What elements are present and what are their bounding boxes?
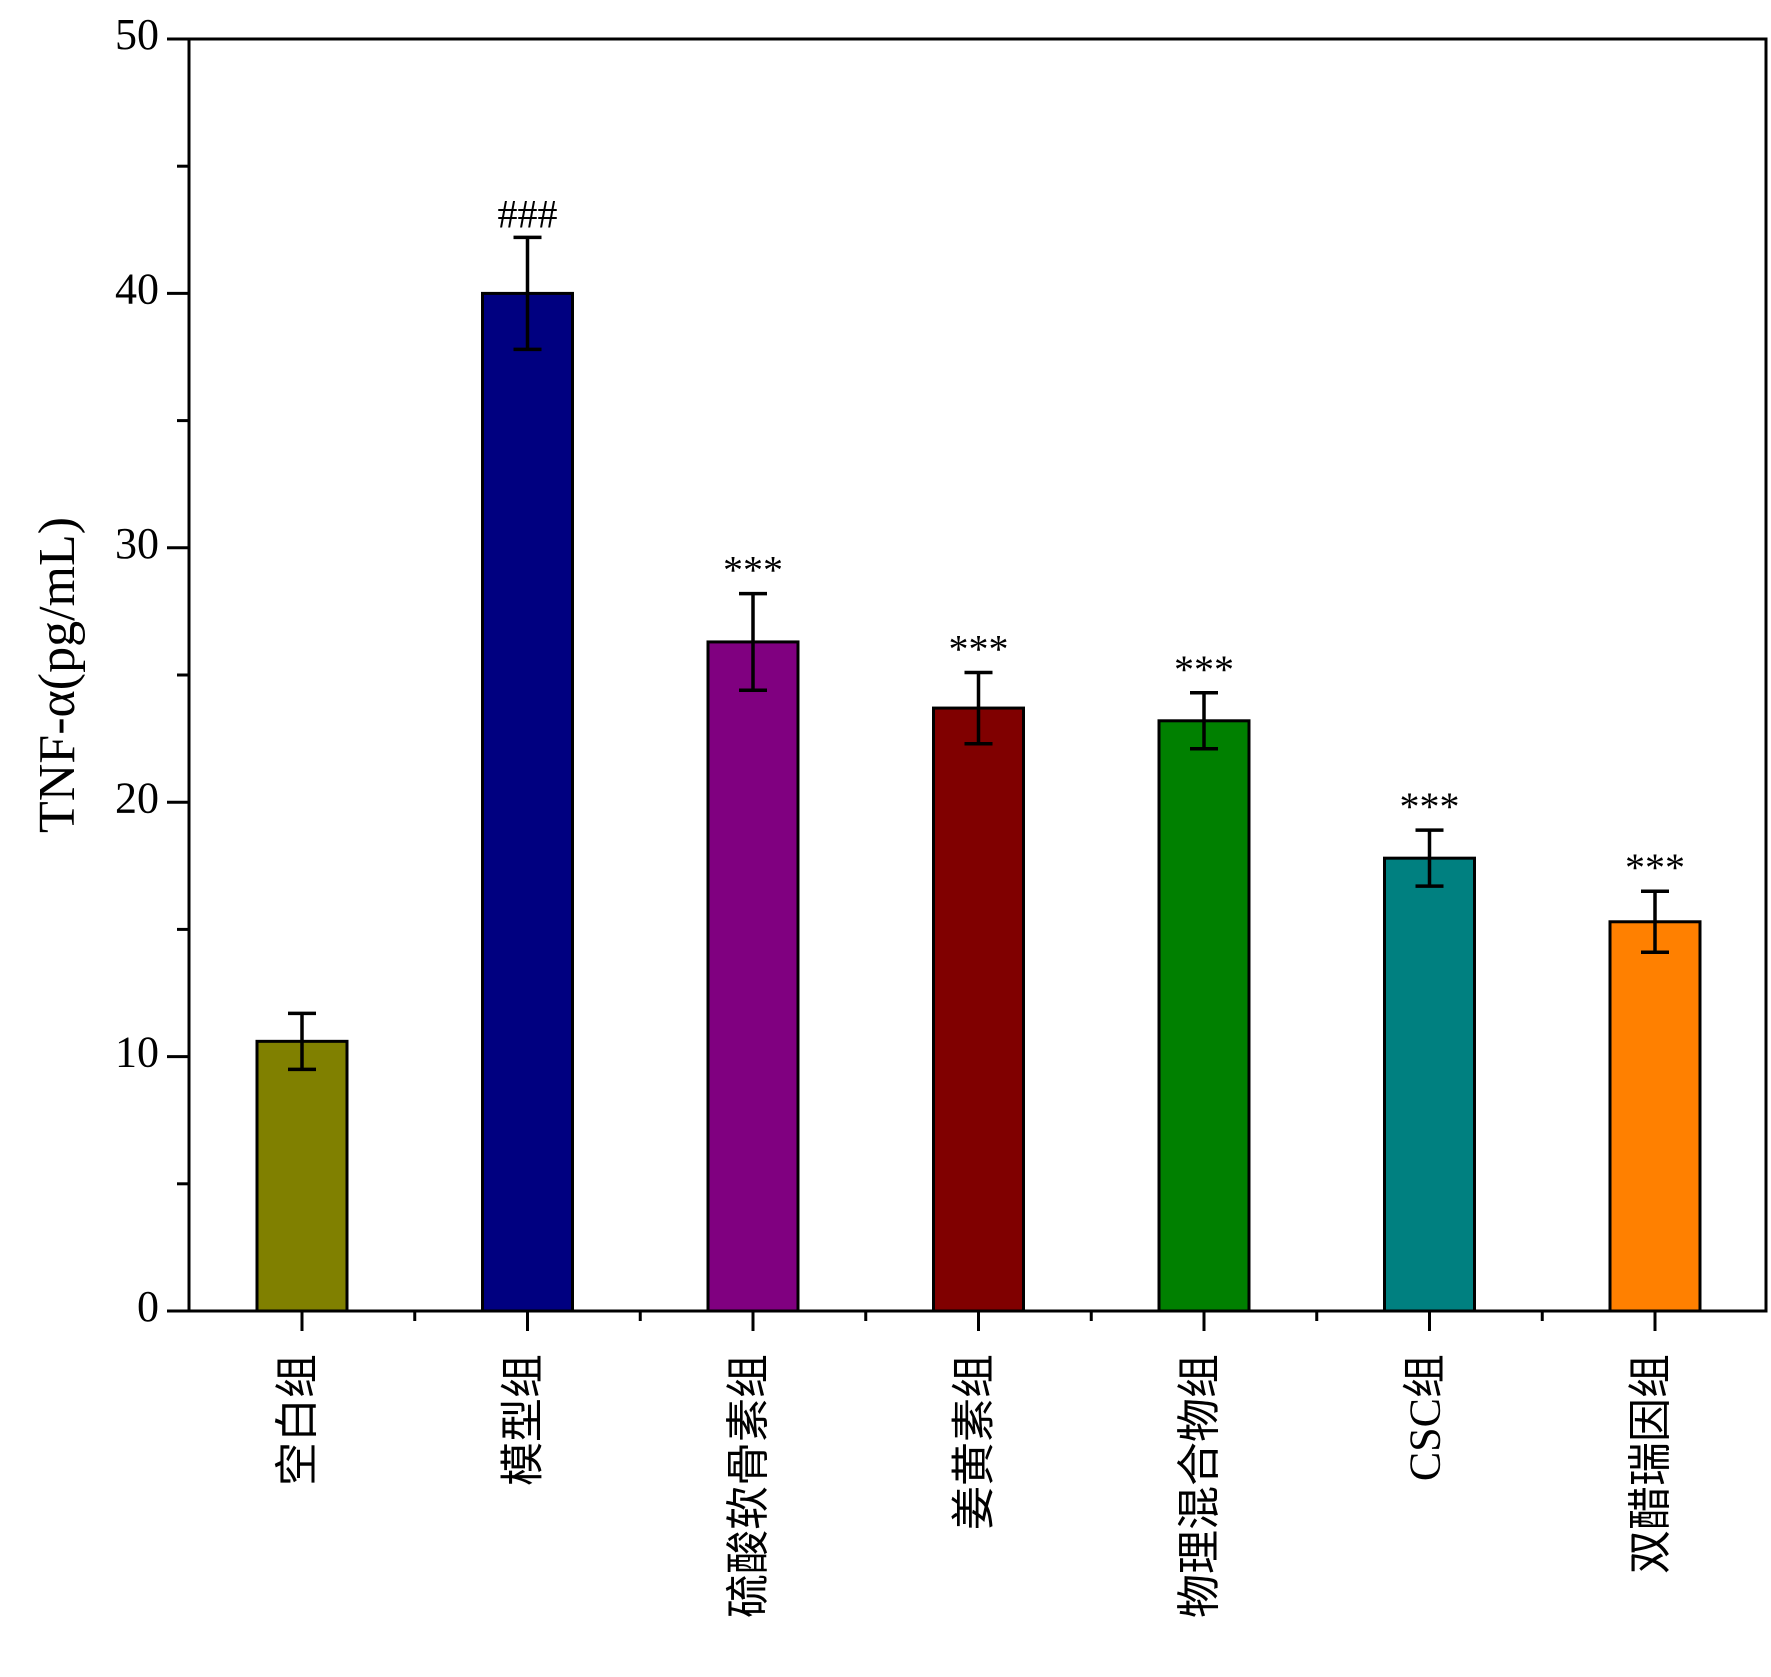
error-bars-layer bbox=[288, 235, 1669, 1072]
bar bbox=[255, 1039, 349, 1313]
significance-label: *** bbox=[1625, 845, 1685, 890]
y-axis-label: TNF-α(pg/mL) bbox=[29, 517, 86, 833]
x-tick-label: 模型组 bbox=[499, 1354, 548, 1486]
bars-layer bbox=[255, 291, 1702, 1313]
x-tick-label: 姜黄素组 bbox=[950, 1354, 999, 1530]
significance-label: *** bbox=[1174, 647, 1234, 692]
x-tick-label: CSC组 bbox=[1401, 1354, 1450, 1481]
bar bbox=[1383, 856, 1476, 1313]
bar bbox=[932, 706, 1025, 1313]
bar bbox=[1608, 920, 1702, 1313]
bar bbox=[706, 640, 800, 1313]
y-tick-label: 30 bbox=[115, 519, 159, 568]
significance-layer: ### *** *** *** *** *** bbox=[498, 191, 1686, 890]
y-tick-label: 10 bbox=[115, 1028, 159, 1077]
x-axis: 空白组 模型组 硫酸软骨素组 姜黄素组 物理混合物组 CSC组 双醋瑞因组 bbox=[273, 1311, 1675, 1618]
bar bbox=[481, 291, 574, 1313]
bar bbox=[1157, 719, 1251, 1313]
x-tick-label: 硫酸软骨素组 bbox=[724, 1354, 773, 1618]
x-tick-label: 双醋瑞因组 bbox=[1626, 1354, 1675, 1574]
x-tick-label: 空白组 bbox=[273, 1354, 322, 1486]
y-tick-label: 20 bbox=[115, 773, 159, 822]
y-tick-label: 0 bbox=[137, 1282, 159, 1331]
significance-label: *** bbox=[949, 626, 1009, 671]
y-tick-label: 50 bbox=[115, 10, 159, 59]
y-tick-label: 40 bbox=[115, 264, 159, 313]
significance-label: ### bbox=[498, 191, 558, 236]
significance-label: *** bbox=[723, 548, 783, 593]
x-tick-label: 物理混合物组 bbox=[1175, 1354, 1224, 1618]
y-axis: 0 10 20 30 40 50 bbox=[115, 10, 189, 1331]
significance-label: *** bbox=[1400, 784, 1460, 829]
